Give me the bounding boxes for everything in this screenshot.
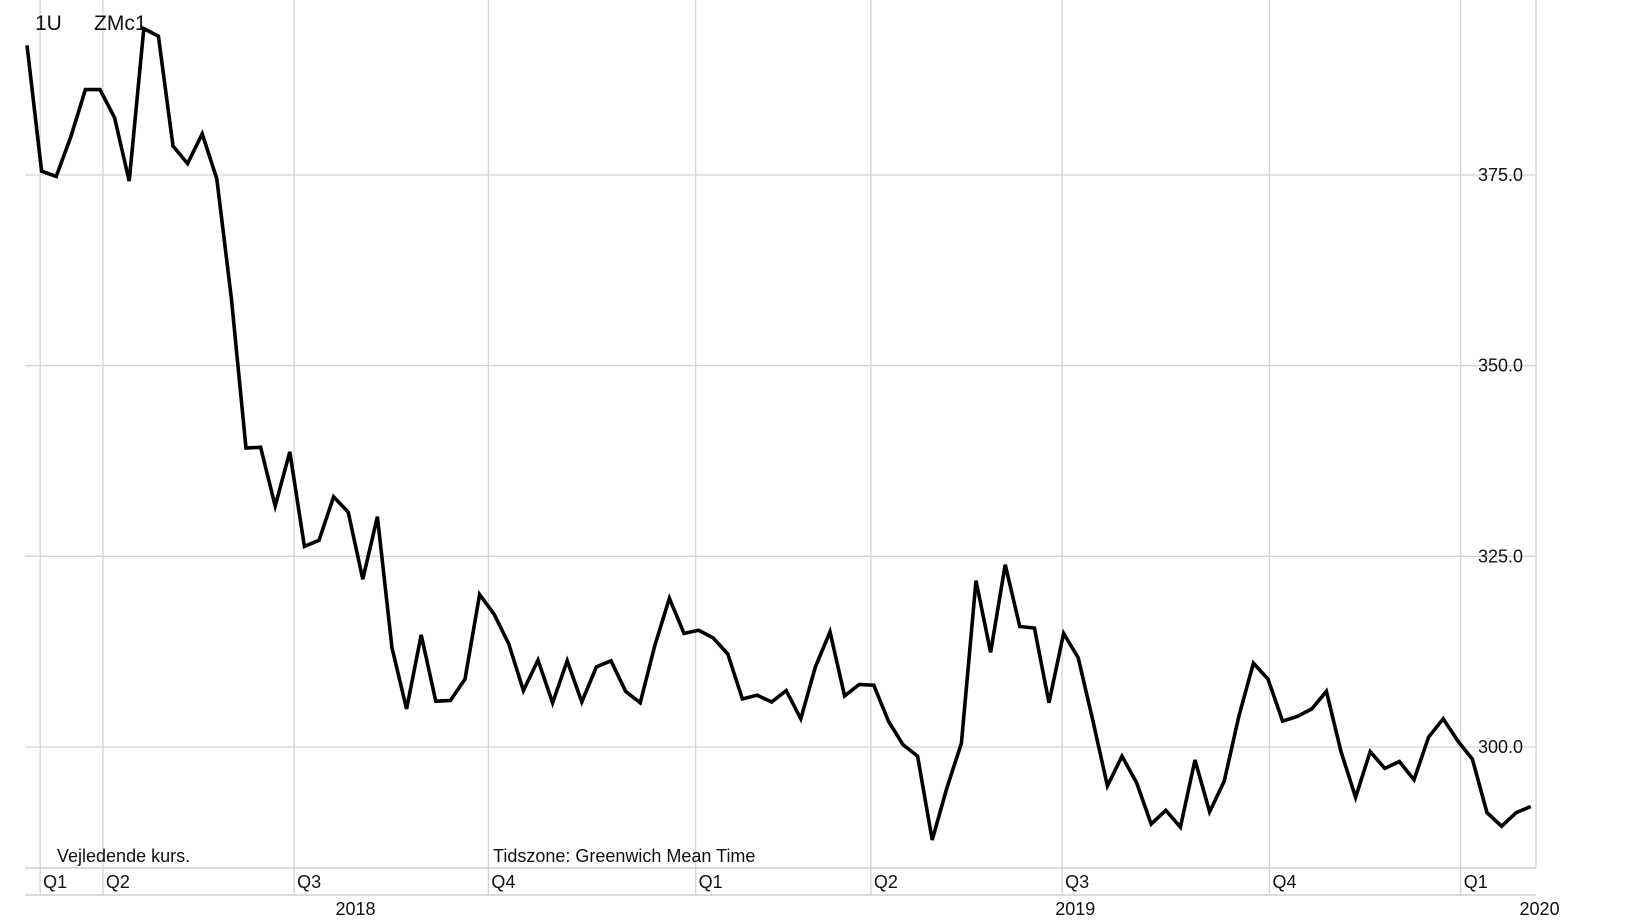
quarter-tick-label: Q2 [874, 872, 898, 892]
x-axis [25, 867, 1536, 896]
price-series-line [25, 25, 1532, 841]
y-tick-label: 375.0 [1478, 165, 1523, 185]
y-tick-label: 325.0 [1478, 546, 1523, 566]
quarter-tick-label: Q1 [1464, 872, 1488, 892]
year-tick-label: 2019 [1055, 899, 1095, 919]
range-label[interactable]: 1U [35, 12, 62, 35]
quarter-tick-label: Q3 [1065, 872, 1089, 892]
timezone-note: Tidszone: Greenwich Mean Time [493, 846, 755, 866]
quarter-tick-label: Q1 [43, 872, 67, 892]
year-tick-label: 2018 [335, 899, 375, 919]
indicative-price-note: Vejledende kurs. [57, 846, 190, 866]
axis-labels: 300.0 325.0 350.0 375.0 Q1 Q2 Q3 Q4 Q1 Q2 Q3 Q4 Q1 20… [43, 165, 1559, 919]
quarter-tick-label: Q1 [699, 872, 723, 892]
quarter-tick-label: Q3 [297, 872, 321, 892]
y-tick-label: 350.0 [1478, 356, 1523, 376]
quarter-tick-label: Q2 [106, 872, 130, 892]
quarter-tick-label: Q4 [1272, 872, 1296, 892]
year-tick-label: 2020 [1520, 899, 1560, 919]
y-tick-label: 300.0 [1478, 737, 1523, 757]
symbol-label: ZMc1 [94, 12, 147, 35]
quarter-tick-label: Q4 [491, 872, 515, 892]
